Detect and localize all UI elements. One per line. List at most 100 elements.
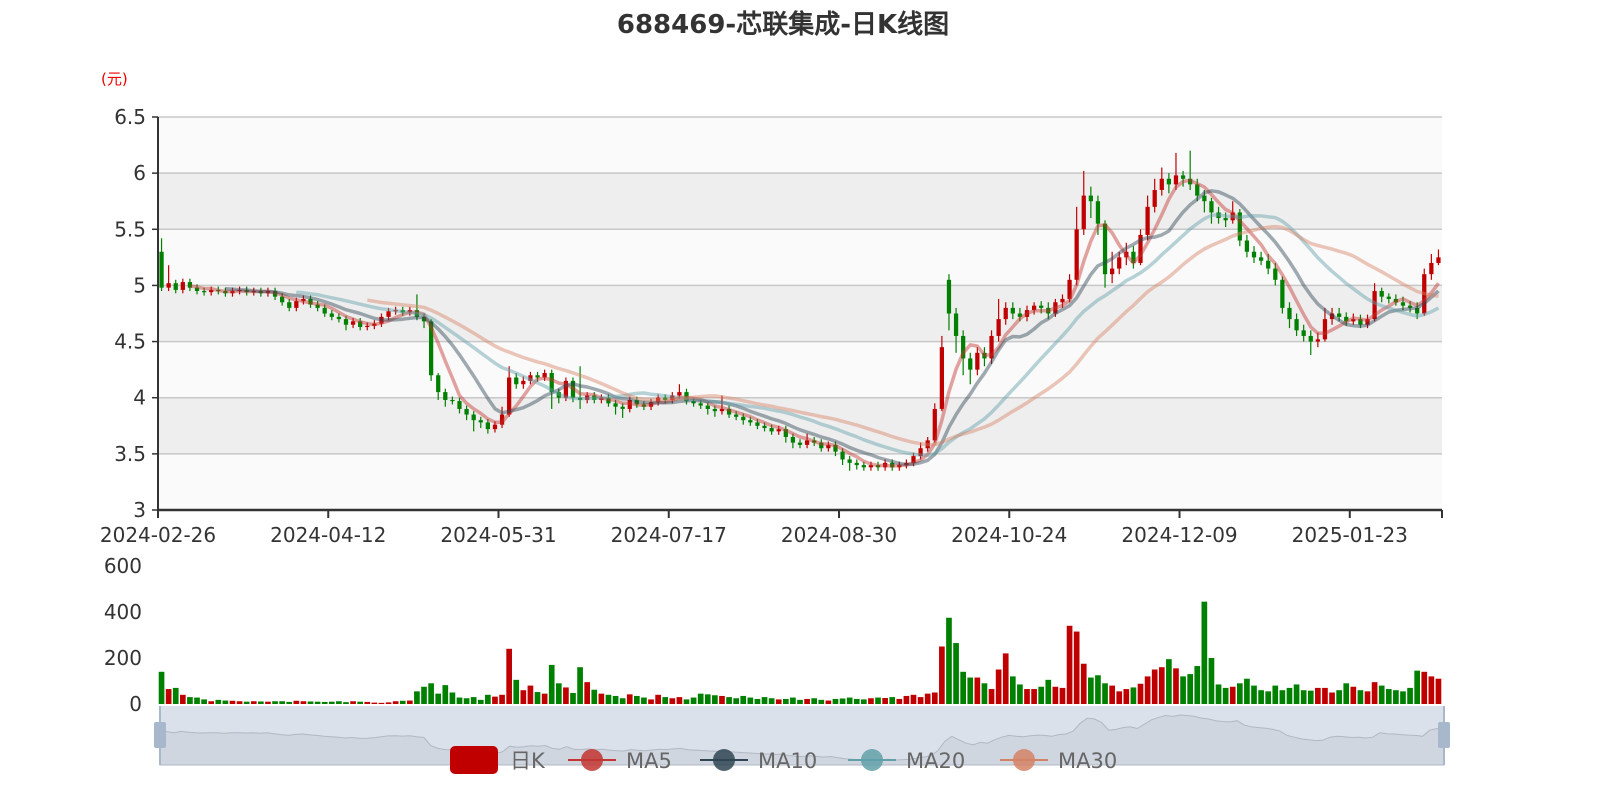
grid-band (158, 453, 1442, 510)
candle (670, 392, 675, 404)
candle (294, 297, 299, 312)
candle-body (812, 440, 817, 443)
candle-body (485, 422, 490, 430)
candle (414, 294, 420, 321)
candle (521, 376, 526, 389)
candle (1358, 314, 1363, 329)
volume-bar (513, 679, 520, 704)
candle-body (989, 335, 994, 359)
candle-body (868, 465, 874, 468)
volume-bar (563, 687, 569, 704)
candle-body (1223, 218, 1228, 221)
candle-body (563, 380, 569, 398)
volume-bar (790, 697, 796, 704)
volume-bar (917, 697, 924, 704)
volume-bar (775, 699, 782, 704)
candle (514, 373, 519, 389)
candle (265, 287, 271, 297)
candle-body (684, 392, 689, 402)
candle-body (592, 395, 597, 400)
candle (450, 396, 455, 405)
candle-body (1046, 307, 1051, 314)
candle-body (641, 404, 647, 407)
volume-bar (612, 695, 619, 704)
candle (925, 437, 930, 452)
candle-body (280, 296, 285, 303)
volume-bar (1378, 685, 1385, 704)
candle (847, 456, 852, 471)
slider-handle-right[interactable] (1438, 722, 1450, 748)
candle-body (1003, 307, 1008, 320)
candle (684, 388, 689, 405)
volume-bar (648, 699, 654, 704)
volume-bar (399, 700, 406, 704)
volume-bar (215, 699, 222, 704)
volume-bar (1002, 653, 1009, 704)
candle (1124, 242, 1129, 266)
volume-bar (449, 692, 456, 704)
slider-handle-left[interactable] (154, 722, 166, 748)
volume-bar (165, 689, 172, 704)
candle (507, 366, 512, 417)
volume-bar (414, 691, 420, 704)
volume-bar (697, 693, 704, 704)
volume-bar (1329, 692, 1335, 704)
candle-body (1351, 319, 1356, 322)
candle-body (1095, 201, 1101, 224)
candle-body (847, 459, 852, 463)
volume-bar (208, 701, 215, 704)
volume-bar (1315, 687, 1321, 704)
candle-body (677, 392, 682, 396)
legend-item-ma30[interactable]: MA30 (1000, 749, 1117, 773)
volume-bar (1123, 689, 1130, 704)
candle-body (1365, 319, 1370, 325)
volume-bar (1350, 686, 1357, 704)
candle-body (1017, 313, 1023, 317)
volume-bar (229, 700, 236, 704)
volume-bar (662, 697, 669, 704)
candle-body (719, 408, 725, 412)
candle-body (294, 301, 299, 308)
volume-bar (201, 699, 207, 704)
candle (776, 425, 781, 435)
candle-body (663, 397, 668, 400)
volume-bar (548, 664, 555, 704)
candle-body (1159, 178, 1164, 190)
volume-bar (953, 643, 959, 704)
candle (443, 388, 448, 407)
volume-bar (463, 698, 470, 704)
candle-body (946, 279, 952, 314)
volume-bar (1173, 668, 1179, 704)
candle-body (1117, 257, 1122, 269)
candle (499, 406, 505, 429)
legend-item-ma20[interactable]: MA20 (848, 749, 965, 773)
ma20-line (296, 213, 1440, 458)
candle (698, 399, 703, 409)
datazoom-slider[interactable] (154, 706, 1450, 766)
candle (755, 419, 760, 430)
candle-body (925, 440, 930, 449)
volume-bar (782, 698, 789, 704)
candle-body (1400, 302, 1406, 306)
candle-body (1202, 195, 1207, 202)
volume-bar (541, 693, 548, 704)
volume-bar (1307, 690, 1314, 704)
volume-bar (172, 687, 179, 704)
candle (1393, 294, 1399, 306)
volume-bar (1215, 684, 1222, 704)
candle (677, 384, 682, 399)
volume-bar (222, 700, 229, 704)
legend-item-ma5[interactable]: MA5 (568, 749, 672, 773)
candle-body (762, 425, 767, 429)
candle (1251, 246, 1257, 263)
y-tick-label: 6 (133, 161, 146, 185)
legend-item-日k[interactable]: 日K (450, 746, 546, 774)
candle-body (1124, 251, 1129, 258)
legend-item-ma10[interactable]: MA10 (700, 749, 817, 773)
candle-body (939, 347, 945, 409)
candle (272, 287, 278, 301)
candle (1258, 251, 1264, 266)
x-tick-label: 2024-10-24 (951, 523, 1067, 547)
candle (868, 461, 874, 471)
candle (1266, 253, 1271, 275)
